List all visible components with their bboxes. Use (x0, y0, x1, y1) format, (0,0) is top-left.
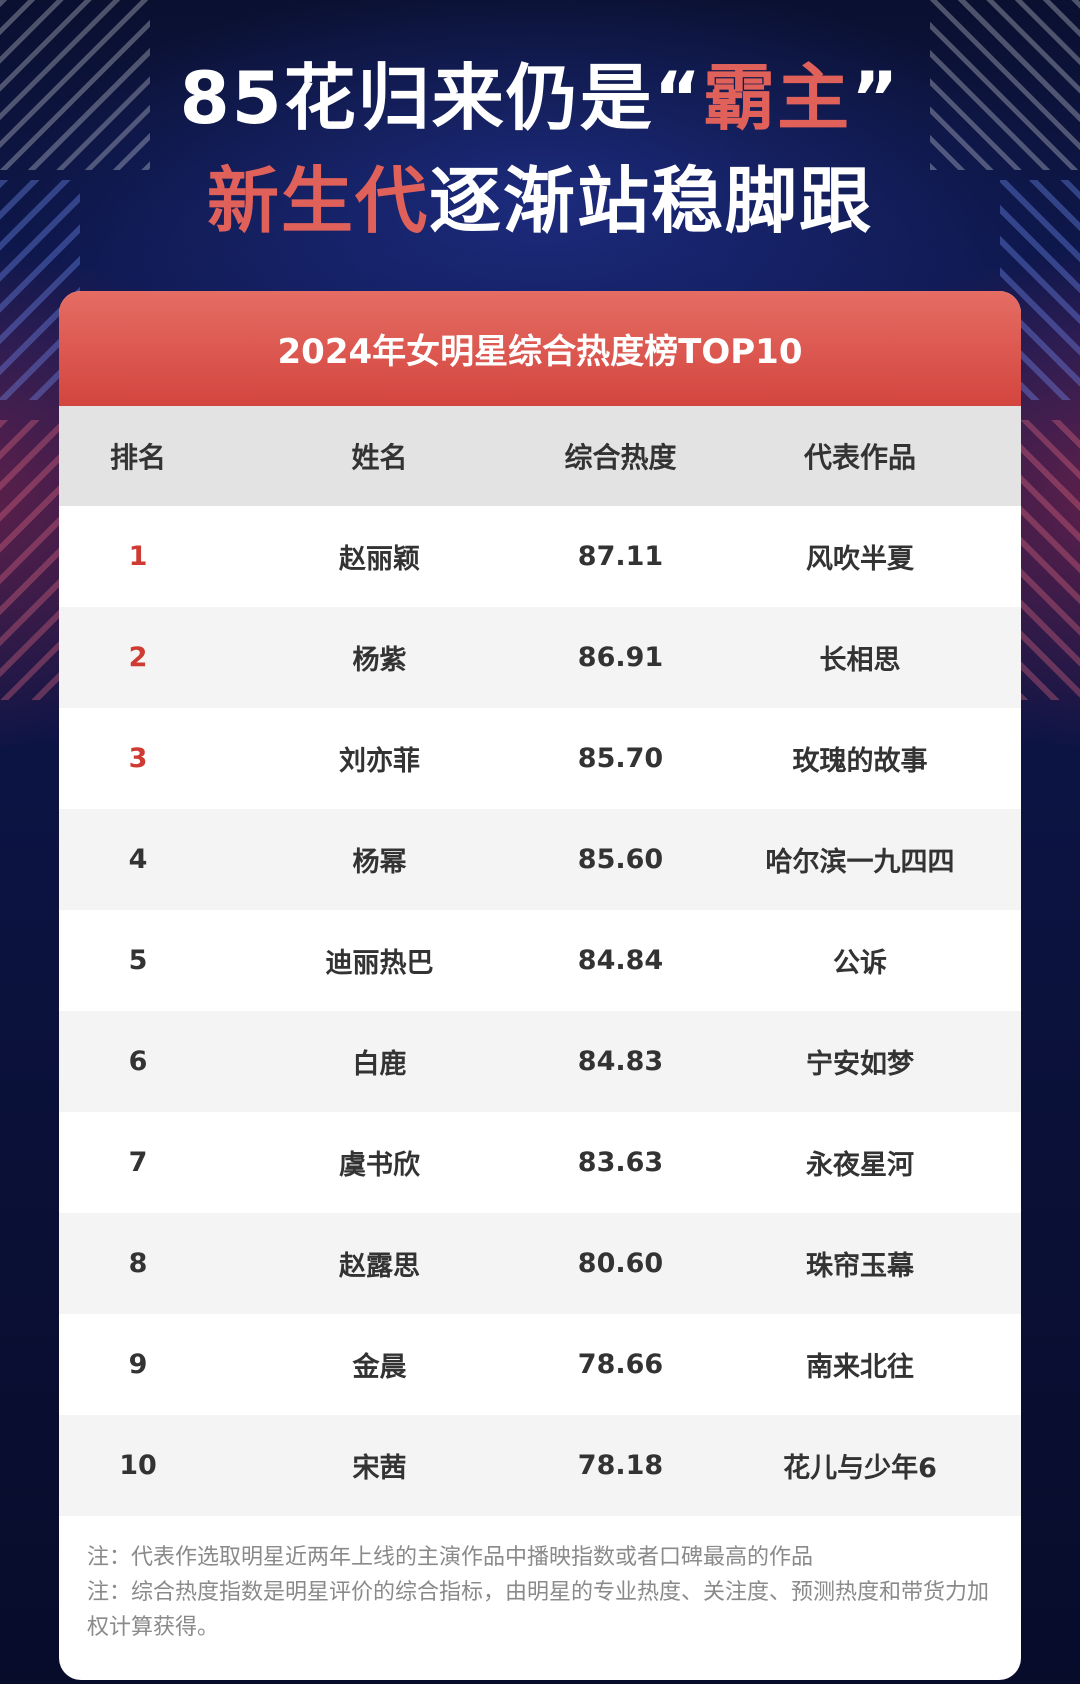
work-cell: 永夜星河 (806, 1150, 914, 1181)
work-cell: 宁安如梦 (806, 1049, 914, 1080)
rank-cell: 5 (128, 945, 148, 976)
column-header-score: 综合热度 (564, 441, 677, 474)
name-cell: 杨幂 (352, 847, 407, 878)
name-cell: 金晨 (352, 1352, 407, 1383)
name-cell: 刘亦菲 (339, 746, 420, 777)
headline-line-2-highlight: 新生代 (206, 159, 429, 243)
decorative-stripes-low-right (1020, 420, 1080, 700)
work-cell: 珠帘玉幕 (806, 1251, 914, 1282)
name-cell: 虞书欣 (339, 1150, 420, 1181)
work-cell: 哈尔滨一九四四 (765, 847, 955, 878)
work-cell: 长相思 (819, 645, 901, 676)
table-row: 8 赵露思 80.60 珠帘玉幕 (59, 1213, 1021, 1314)
rank-cell: 8 (128, 1248, 148, 1279)
name-cell: 白鹿 (352, 1049, 407, 1080)
name-cell: 杨紫 (352, 645, 407, 676)
score-cell: 83.63 (577, 1147, 664, 1178)
score-cell: 85.70 (577, 743, 664, 774)
score-cell: 84.83 (577, 1046, 664, 1077)
column-header-name: 姓名 (351, 441, 408, 474)
score-cell: 87.11 (577, 541, 664, 572)
ranking-title: 2024年女明星综合热度榜TOP10 (59, 291, 1021, 406)
work-cell: 花儿与少年6 (783, 1453, 937, 1484)
score-cell: 84.84 (577, 945, 664, 976)
ranking-card: 2024年女明星综合热度榜TOP10 排名 姓名 综合热度 代表作品 1 赵丽颖… (59, 291, 1021, 1680)
name-cell: 赵丽颖 (339, 544, 420, 575)
headline-line-1-white: 85花归来仍是“ (179, 56, 704, 140)
score-cell: 78.18 (577, 1450, 664, 1481)
rank-cell: 6 (128, 1046, 148, 1077)
headline-line-1-close-quote: ” (851, 56, 901, 140)
rank-cell: 4 (128, 844, 148, 875)
column-header-rank: 排名 (109, 441, 166, 474)
score-cell: 85.60 (577, 844, 664, 875)
table-row: 4 杨幂 85.60 哈尔滨一九四四 (59, 809, 1021, 910)
headline-line-2-white: 逐渐站稳脚跟 (429, 159, 874, 243)
rank-cell: 1 (128, 541, 148, 572)
rank-cell: 9 (128, 1349, 148, 1380)
table-row: 10 宋茜 78.18 花儿与少年6 (59, 1415, 1021, 1516)
work-cell: 风吹半夏 (806, 544, 914, 575)
decorative-stripes-low-left (0, 420, 60, 700)
rank-cell: 3 (128, 743, 148, 774)
table-row: 7 虞书欣 83.63 永夜星河 (59, 1112, 1021, 1213)
table-row: 2 杨紫 86.91 长相思 (59, 607, 1021, 708)
table-row: 6 白鹿 84.83 宁安如梦 (59, 1011, 1021, 1112)
decorative-stripes-top-left (0, 0, 150, 170)
name-cell: 迪丽热巴 (325, 948, 434, 979)
decorative-stripes-top-right (930, 0, 1080, 170)
work-cell: 公诉 (833, 948, 887, 979)
score-cell: 78.66 (577, 1349, 664, 1380)
name-cell: 赵露思 (339, 1251, 420, 1282)
work-cell: 南来北往 (806, 1352, 914, 1383)
rank-cell: 7 (128, 1147, 148, 1178)
rank-cell: 2 (128, 642, 148, 673)
table-row: 3 刘亦菲 85.70 玫瑰的故事 (59, 708, 1021, 809)
rank-cell: 10 (119, 1450, 157, 1481)
column-header-work: 代表作品 (803, 441, 916, 474)
footnotes: 注：代表作选取明星近两年上线的主演作品中播映指数或者口碑最高的作品 注：综合热度… (59, 1516, 1021, 1645)
score-cell: 86.91 (577, 642, 664, 673)
headline-line-2: 新生代逐渐站稳脚跟 (0, 165, 1080, 237)
score-cell: 80.60 (577, 1248, 664, 1279)
table-row: 1 赵丽颖 87.11 风吹半夏 (59, 506, 1021, 607)
footnote-representative-work: 注：代表作选取明星近两年上线的主演作品中播映指数或者口碑最高的作品 (87, 1545, 814, 1570)
footnote-score-definition: 注：综合热度指数是明星评价的综合指标，由明星的专业热度、关注度、预测热度和带货力… (87, 1580, 990, 1640)
headline-line-1: 85花归来仍是“霸主” (0, 62, 1080, 134)
table-row: 5 迪丽热巴 84.84 公诉 (59, 910, 1021, 1011)
work-cell: 玫瑰的故事 (792, 746, 928, 777)
headline-line-1-highlight: 霸主 (703, 56, 852, 140)
table-header-row: 排名 姓名 综合热度 代表作品 (59, 406, 1021, 506)
name-cell: 宋茜 (352, 1453, 407, 1484)
table-row: 9 金晨 78.66 南来北往 (59, 1314, 1021, 1415)
